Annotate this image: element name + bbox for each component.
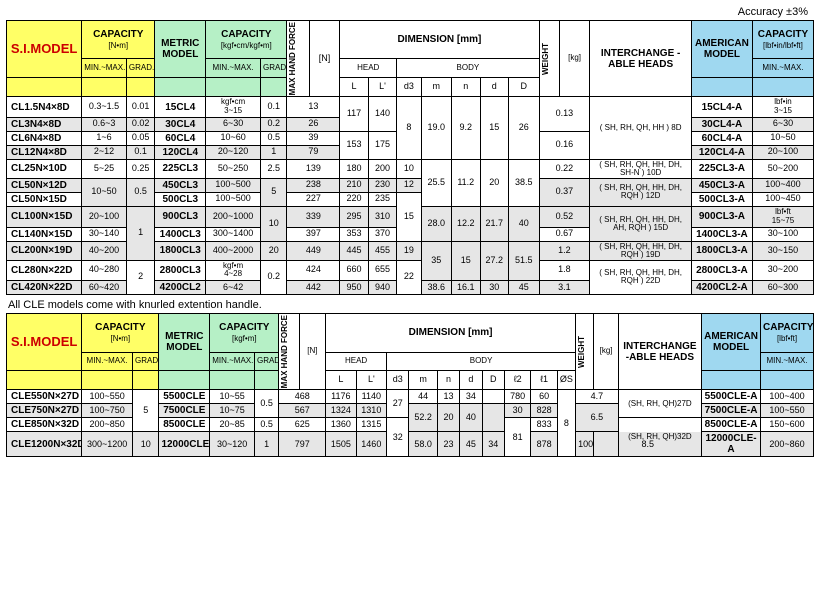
spc	[7, 370, 82, 390]
spc	[702, 370, 761, 390]
hdr-metric-2: METRIC MODEL	[159, 314, 210, 371]
hdr-dimension: DIMENSION [mm]	[340, 21, 539, 59]
hdr-L: L	[340, 77, 368, 97]
table-row: CL50N×12D 10~500.5 450CL3100~500 5 238 2…	[7, 178, 814, 192]
h: ØS	[557, 370, 575, 390]
h: n	[437, 370, 459, 390]
hdr-weight: WEIGHT	[539, 21, 559, 97]
spc	[7, 77, 82, 97]
spc	[126, 77, 154, 97]
spc	[133, 370, 159, 390]
spc	[254, 370, 278, 390]
hdr-minmax2: MIN.~MAX.	[206, 59, 261, 77]
hdr-cap-nm-2: CAPACITY[N•m]	[82, 314, 159, 352]
h: HEAD	[326, 352, 387, 370]
spc	[206, 77, 261, 97]
spec-table-2: S.I.MODEL CAPACITY[N•m] METRIC MODEL CAP…	[6, 313, 814, 457]
table-row: CL1.5N4×8D0.3~1.50.01 15CL4kgf•cm3~150.1…	[7, 97, 814, 118]
spc	[159, 370, 210, 390]
accuracy-note: Accuracy ±3%	[6, 6, 814, 18]
hdr-minmax3: MIN.~MAX.	[752, 59, 813, 77]
hdr-d3: d3	[397, 77, 421, 97]
hdr-D: D	[508, 77, 539, 97]
spc	[691, 77, 752, 97]
hdr-max-hand-force: MAX HAND FORCE	[287, 21, 309, 97]
hdr-capacity-nm: CAPACITY[N•m]	[82, 21, 155, 59]
hdr-am-2: AMERICAN MODEL	[702, 314, 761, 371]
hdr-dim-2: DIMENSION [mm]	[326, 314, 576, 352]
table-row: CLE1200N×32D300~120010 12000CLE30~1201 7…	[7, 432, 814, 457]
hdr-lbf-2: CAPACITY[lbf•ft]	[761, 314, 814, 352]
spc	[82, 77, 127, 97]
hdr-head: HEAD	[340, 59, 397, 77]
spc	[752, 77, 813, 97]
spc	[261, 77, 287, 97]
hdr-dd: d	[480, 77, 508, 97]
hdr-weight-2: WEIGHT	[576, 314, 594, 390]
h: d3	[387, 370, 409, 390]
h: MIN.~MAX.	[761, 352, 814, 370]
hdr-grad2: GRAD.	[261, 59, 287, 77]
h: m	[409, 370, 437, 390]
hdr-m: m	[421, 77, 451, 97]
hdr-ih-2: INTERCHANGE -ABLE HEADS	[618, 314, 701, 390]
h: BODY	[387, 352, 576, 370]
hdr-mhf-2: MAX HAND FORCE	[279, 314, 299, 390]
hdr-capacity-kgf: CAPACITY[kgf•cm/kgf•m]	[206, 21, 287, 59]
spc	[210, 370, 255, 390]
hdr-L1: L'	[368, 77, 396, 97]
hdr-n-2: [N]	[299, 314, 325, 390]
hdr-force-n: [N]	[309, 21, 339, 97]
spc	[761, 370, 814, 390]
table-row: CLE550N×27D100~550 5 5500CLE10~55 0.5 46…	[7, 390, 814, 404]
hdr-american-model: AMERICAN MODEL	[691, 21, 752, 78]
spc	[155, 77, 206, 97]
table-row: CL280N×22D40~2802 2800CL3kgf•m4~28 0.2 4…	[7, 260, 814, 281]
hdr-minmax: MIN.~MAX.	[82, 59, 127, 77]
hdr-body: BODY	[397, 59, 539, 77]
hdr-metric-model: METRIC MODEL	[155, 21, 206, 78]
hdr-n: n	[452, 77, 480, 97]
h: L'	[356, 370, 386, 390]
h: L	[326, 370, 356, 390]
spc	[82, 370, 133, 390]
h: ℓ2	[504, 370, 530, 390]
table-row: CL25N×10D5~250.25 225CL350~2502.5 139 18…	[7, 159, 814, 178]
hdr-si-model: S.I.MODEL	[7, 21, 82, 78]
h: ℓ1	[531, 370, 557, 390]
h: d	[460, 370, 482, 390]
h: GRAD.	[254, 352, 278, 370]
h: MIN.~MAX.	[82, 352, 133, 370]
hdr-interchange: INTERCHANGE -ABLE HEADS	[590, 21, 692, 97]
spec-table-1: S.I.MODEL CAPACITY[N•m] METRIC MODEL CAP…	[6, 20, 814, 295]
h: D	[482, 370, 504, 390]
hdr-capacity-lbf: CAPACITY[lbf•in/lbf•ft]	[752, 21, 813, 59]
hdr-grad: GRAD.	[126, 59, 154, 77]
h: MIN.~MAX.	[210, 352, 255, 370]
cle-note: All CLE models come with knurled extenti…	[8, 299, 814, 311]
hdr-kg-2: [kg]	[594, 314, 618, 390]
hdr-si-model-2: S.I.MODEL	[7, 314, 82, 371]
hdr-kg: [kg]	[559, 21, 589, 97]
h: GRAD.	[133, 352, 159, 370]
hdr-cap-kgf-2: CAPACITY[kgf•m]	[210, 314, 279, 352]
